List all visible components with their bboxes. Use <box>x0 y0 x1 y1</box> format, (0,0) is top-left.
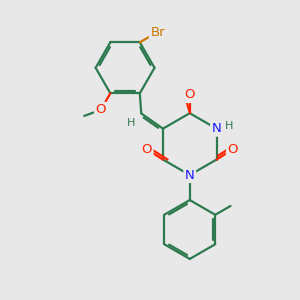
Text: H: H <box>225 121 233 131</box>
Text: O: O <box>227 143 238 156</box>
Text: N: N <box>185 169 195 182</box>
Text: N: N <box>212 122 221 135</box>
Text: O: O <box>142 143 152 156</box>
Text: Br: Br <box>150 26 165 38</box>
Text: H: H <box>126 118 135 128</box>
Text: O: O <box>184 88 195 101</box>
Text: O: O <box>95 103 106 116</box>
